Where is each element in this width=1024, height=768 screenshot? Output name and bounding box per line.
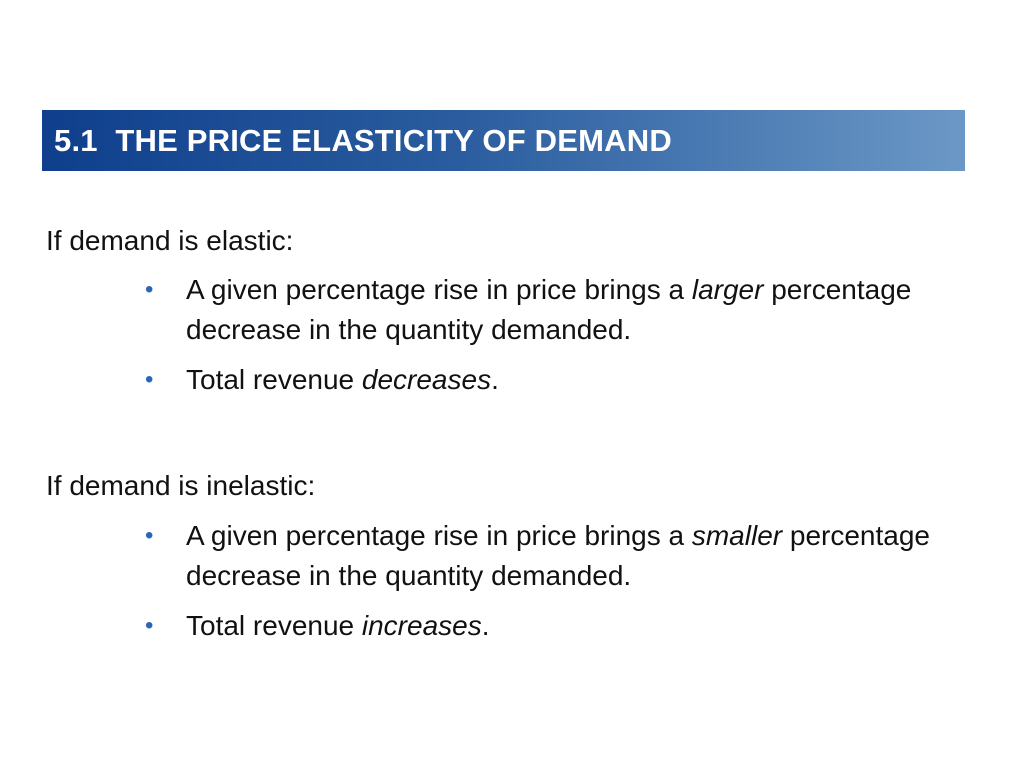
- inelastic-bullet-list: • A given percentage rise in price bring…: [145, 516, 945, 656]
- bullet-text: Total revenue increases.: [186, 610, 490, 641]
- emphasis-text: increases: [361, 610, 482, 641]
- section-number: 5.1: [54, 122, 98, 158]
- bullet-item: • A given percentage rise in price bring…: [145, 516, 945, 596]
- title-bar: 5.1 THE PRICE ELASTICITY OF DEMAND: [42, 110, 965, 171]
- bullet-text: Total revenue decreases.: [186, 364, 499, 395]
- emphasis-text: decreases: [361, 364, 492, 395]
- bullet-icon: •: [145, 366, 154, 393]
- bullet-item: • Total revenue increases.: [145, 606, 945, 646]
- bullet-text: A given percentage rise in price brings …: [186, 520, 930, 591]
- title-text: THE PRICE ELASTICITY OF DEMAND: [115, 122, 672, 158]
- elastic-heading: If demand is elastic:: [46, 225, 294, 256]
- bullet-icon: •: [145, 522, 154, 549]
- bullet-icon: •: [145, 276, 154, 303]
- slide-title: 5.1 THE PRICE ELASTICITY OF DEMAND: [54, 123, 672, 159]
- emphasis-text: smaller: [691, 520, 783, 551]
- elastic-bullet-list: • A given percentage rise in price bring…: [145, 270, 945, 410]
- bullet-item: • Total revenue decreases.: [145, 360, 945, 400]
- bullet-icon: •: [145, 612, 154, 639]
- bullet-text: A given percentage rise in price brings …: [186, 274, 912, 345]
- bullet-item: • A given percentage rise in price bring…: [145, 270, 945, 350]
- inelastic-heading: If demand is inelastic:: [46, 470, 316, 501]
- emphasis-text: larger: [691, 274, 764, 305]
